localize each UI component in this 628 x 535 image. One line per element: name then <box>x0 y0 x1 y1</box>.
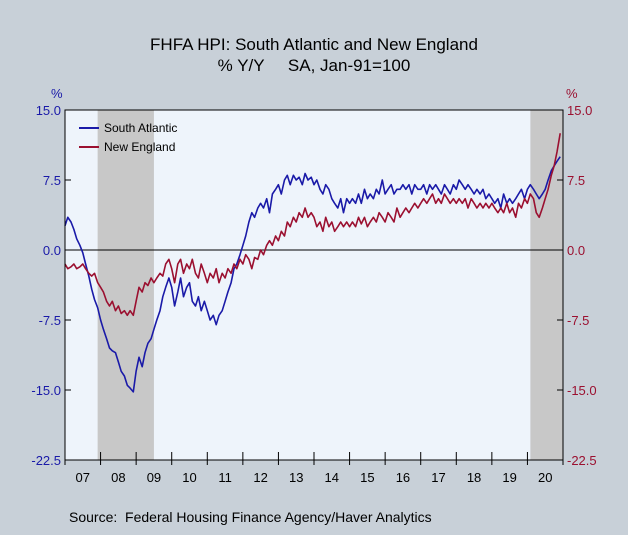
left-axis-unit: % <box>51 86 63 101</box>
series-lines <box>64 133 561 393</box>
right-tick-label: 7.5 <box>567 173 585 188</box>
x-tick-label: 14 <box>325 470 339 485</box>
x-tick-label: 18 <box>467 470 481 485</box>
recession-shading <box>97 110 563 460</box>
x-tick-label: 13 <box>289 470 303 485</box>
chart-subtitle: % Y/Y SA, Jan-91=100 <box>218 56 411 75</box>
left-tick-label: -7.5 <box>39 313 61 328</box>
x-tick-label: 10 <box>182 470 196 485</box>
left-tick-label: 15.0 <box>36 103 61 118</box>
left-tick-label: -22.5 <box>31 453 61 468</box>
x-axis: 07 08 09 10 11 12 13 14 15 16 17 18 19 20 <box>64 452 564 485</box>
right-tick-label: 15.0 <box>567 103 592 118</box>
legend: South Atlantic New England <box>79 121 177 154</box>
recession-band-1 <box>530 110 563 460</box>
left-tick-label: 7.5 <box>43 173 61 188</box>
right-tick-label: -15.0 <box>567 383 597 398</box>
legend-label-new-england: New England <box>104 140 175 154</box>
left-tick-label: -15.0 <box>31 383 61 398</box>
x-tick-label: 16 <box>396 470 410 485</box>
x-tick-label: 09 <box>147 470 161 485</box>
right-tick-label: -22.5 <box>567 453 597 468</box>
source-note: Source: Federal Housing Finance Agency/H… <box>69 509 432 525</box>
recession-band-0 <box>97 110 154 460</box>
y-axes: 15.0 15.0 7.5 7.5 0.0 0.0 -7.5 -7.5 -15.0 -15.0 -2… <box>31 103 596 468</box>
right-axis-unit: % <box>566 86 578 101</box>
series-line-south-atlantic <box>64 156 561 393</box>
x-tick-label: 12 <box>253 470 267 485</box>
right-tick-label: 0.0 <box>567 243 585 258</box>
x-tick-label: 20 <box>538 470 552 485</box>
x-tick-label: 15 <box>360 470 374 485</box>
x-tick-label: 07 <box>76 470 90 485</box>
legend-label-south-atlantic: South Atlantic <box>104 121 177 135</box>
series-line-new-england <box>64 133 561 317</box>
x-tick-label: 17 <box>431 470 445 485</box>
right-tick-label: -7.5 <box>567 313 589 328</box>
left-tick-label: 0.0 <box>43 243 61 258</box>
x-tick-label: 11 <box>218 470 232 485</box>
chart-title: FHFA HPI: South Atlantic and New England <box>150 35 478 54</box>
x-tick-label: 08 <box>111 470 125 485</box>
x-tick-label: 19 <box>502 470 516 485</box>
